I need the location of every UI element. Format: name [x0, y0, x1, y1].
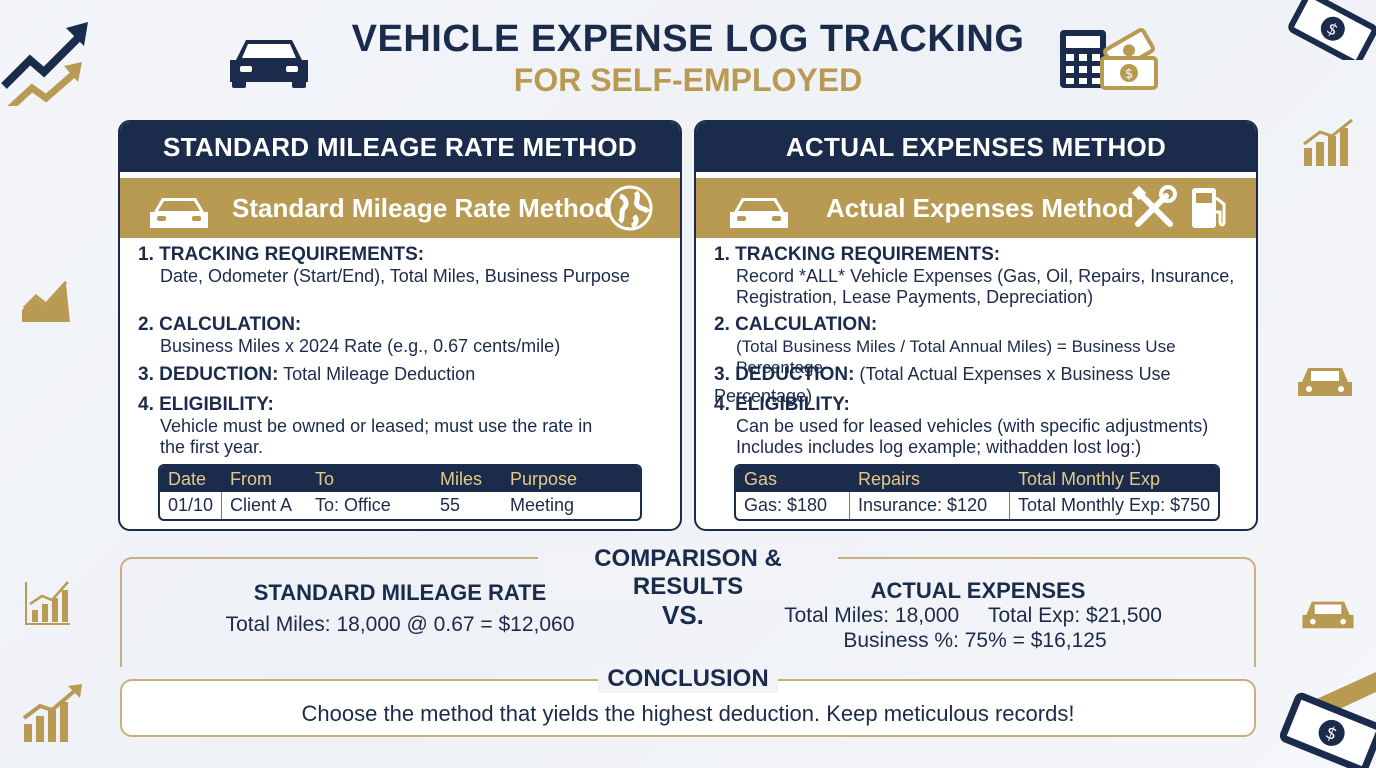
- fuel-pump-icon: [1192, 188, 1226, 228]
- money-icon: $: [1100, 27, 1158, 90]
- standard-band: Standard Mileage Rate Method: [120, 178, 680, 238]
- money-stack-icon: $: [1280, 672, 1376, 768]
- actual-panel-heading: ACTUAL EXPENSES METHOD: [696, 122, 1256, 172]
- table-cell: Gas: $180: [736, 492, 850, 519]
- column-header: From: [230, 469, 272, 489]
- car-icon: [730, 198, 788, 228]
- item-label: 2. CALCULATION:: [714, 314, 878, 335]
- actual-band-title: Actual Expenses Method: [826, 193, 1134, 223]
- column-header: Total Monthly Exp: [1018, 469, 1161, 489]
- item-label: 4. ELIGIBILITY:: [138, 394, 274, 415]
- standard-tracking-item: 1. TRACKING REQUIREMENTS: Date, Odometer…: [138, 244, 630, 287]
- conclusion-title: CONCLUSION: [598, 665, 778, 693]
- item-text: Record *ALL* Vehicle Expenses (Gas, Oil,…: [736, 266, 1235, 286]
- table-cell: Total Monthly Exp: $750: [1018, 495, 1211, 515]
- item-text: the first year.: [160, 437, 264, 457]
- table-cell: Meeting: [510, 495, 575, 515]
- item-label: 1. TRACKING REQUIREMENTS:: [714, 244, 1001, 265]
- expense-log-table: Gas Repairs Total Monthly Exp Gas: $180 …: [734, 464, 1220, 521]
- table-header-row: Gas Repairs Total Monthly Exp: [736, 466, 1218, 492]
- table-cell: Insurance: $120: [850, 492, 1010, 519]
- item-label: 3. DEDUCTION:: [714, 364, 855, 385]
- actual-result-percent: Business %: 75% = $16,125: [843, 629, 1107, 652]
- table-cell: Client A: [230, 495, 293, 515]
- car-icon: [1298, 368, 1352, 396]
- standard-calculation-item: 2. CALCULATION: Business Miles x 2024 Ra…: [138, 314, 560, 357]
- column-header: Miles: [440, 469, 483, 489]
- standard-deduction-item: 3. DEDUCTION: Total Mileage Deduction: [138, 364, 475, 386]
- actual-deduction-item: 3. DEDUCTION: (Total Actual Expenses x B…: [714, 364, 1256, 407]
- column-header: Gas: [744, 469, 778, 489]
- standard-panel-heading: STANDARD MILEAGE RATE METHOD: [120, 122, 680, 172]
- tools-icon: [1131, 185, 1177, 227]
- growth-arrow-icon: [1, 22, 88, 106]
- item-label: 3. DEDUCTION:: [138, 364, 279, 385]
- table-row: 01/10 Client A To: Office 55 Meeting: [160, 492, 640, 519]
- car-icon: [230, 40, 308, 88]
- globe-icon: [607, 185, 653, 231]
- actual-method-panel: ACTUAL EXPENSES METHOD Actual Expenses M…: [694, 120, 1258, 531]
- item-text: Date, Odometer (Start/End), Total Miles,…: [160, 266, 630, 286]
- dollar-bill-icon: $: [1288, 0, 1376, 60]
- actual-tracking-item: 1. TRACKING REQUIREMENTS: Record *ALL* V…: [714, 244, 1234, 308]
- conclusion-text: Choose the method that yields the highes…: [301, 701, 1075, 726]
- standard-band-title: Standard Mileage Rate Method: [232, 193, 611, 223]
- standard-result-text: Total Miles: 18,000 @ 0.67 = $12,060: [225, 613, 575, 636]
- table-header-row: Date From To Miles Purpose: [160, 466, 640, 492]
- growth-chart-icon: [22, 280, 70, 322]
- calculator-icon: [1060, 30, 1106, 88]
- item-label: 2. CALCULATION:: [138, 314, 302, 335]
- item-label: 4. ELIGIBILITY:: [714, 394, 850, 415]
- item-text: Total Mileage Deduction: [283, 364, 476, 384]
- page-subtitle: FOR SELF-EMPLOYED: [513, 62, 863, 98]
- svg-text:$: $: [1125, 67, 1133, 82]
- standard-method-panel: STANDARD MILEAGE RATE METHOD Standard Mi…: [118, 120, 682, 531]
- item-text: Registration, Lease Payments, Depreciati…: [736, 287, 1094, 307]
- actual-calculation-item: 2. CALCULATION: (Total Business Miles / …: [714, 314, 1256, 378]
- standard-result-heading: STANDARD MILEAGE RATE: [253, 580, 547, 605]
- growth-chart-icon: [22, 684, 82, 742]
- item-text: Vehicle must be owned or leased; must us…: [160, 416, 593, 436]
- actual-band: Actual Expenses Method: [696, 178, 1256, 238]
- item-text: (Total Business Miles / Total Annual Mil…: [736, 337, 1176, 377]
- column-header: To: [315, 469, 335, 489]
- item-text: (Total Actual Expenses x Business Use Pe…: [714, 364, 1171, 406]
- actual-eligibility-item: 4. ELIGIBILITY: Can be used for leased v…: [714, 394, 1208, 458]
- growth-chart-icon: [1303, 118, 1353, 166]
- car-icon: [150, 198, 208, 228]
- actual-result-text: Total Miles: 18,000 Total Exp: $21,500: [784, 604, 1162, 627]
- car-icon: [1302, 601, 1354, 629]
- column-header: Date: [168, 469, 207, 489]
- comparison-title: COMPARISON & RESULTS: [538, 545, 838, 601]
- item-text: Includes includes log example; withadden…: [736, 437, 1142, 457]
- column-header: Purpose: [510, 469, 578, 489]
- item-text: Business Miles x 2024 Rate (e.g., 0.67 c…: [160, 336, 561, 356]
- actual-result-heading: ACTUAL EXPENSES: [870, 578, 1086, 603]
- growth-chart-icon: [25, 581, 70, 625]
- page-title: VEHICLE EXPENSE LOG TRACKING: [351, 18, 1025, 60]
- item-label: 1. TRACKING REQUIREMENTS:: [138, 244, 425, 265]
- standard-eligibility-item: 4. ELIGIBILITY: Vehicle must be owned or…: [138, 394, 592, 458]
- table-cell: To: Office: [315, 495, 391, 515]
- versus-label: VS.: [662, 600, 704, 630]
- item-text: Can be used for leased vehicles (with sp…: [736, 416, 1209, 436]
- table-row: Gas: $180 Insurance: $120 Total Monthly …: [736, 492, 1218, 519]
- table-cell: 55: [440, 495, 461, 515]
- mileage-log-table: Date From To Miles Purpose 01/10 Client …: [158, 464, 642, 521]
- table-cell: 01/10: [160, 492, 222, 519]
- column-header: Repairs: [858, 469, 921, 489]
